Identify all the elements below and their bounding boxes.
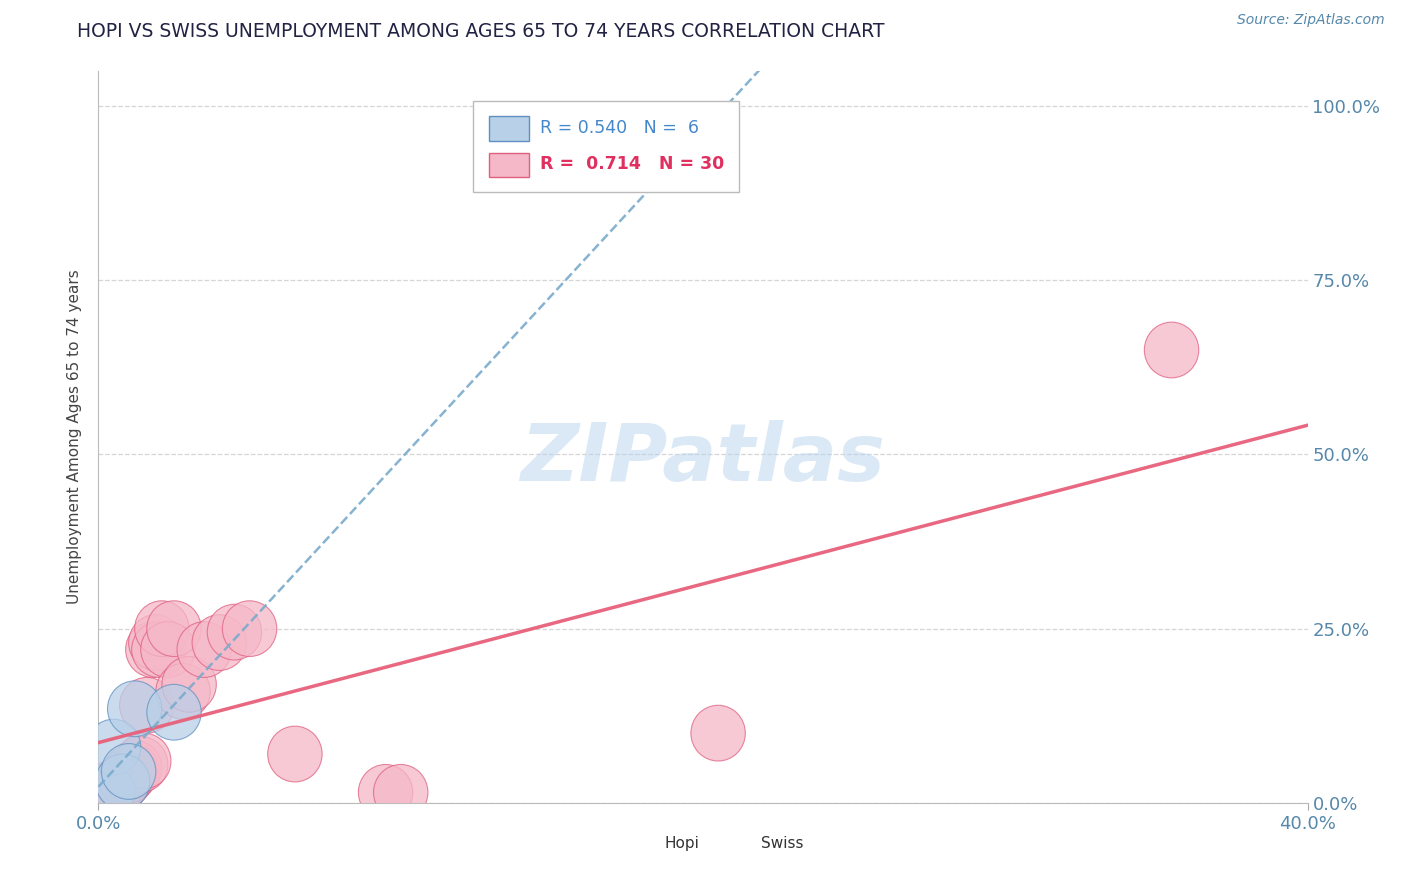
Ellipse shape — [146, 684, 201, 740]
Y-axis label: Unemployment Among Ages 65 to 74 years: Unemployment Among Ages 65 to 74 years — [67, 269, 83, 605]
Text: Swiss: Swiss — [761, 836, 804, 851]
Text: R =  0.714   N = 30: R = 0.714 N = 30 — [540, 155, 724, 173]
Bar — [727, 836, 754, 852]
Ellipse shape — [690, 706, 745, 761]
Ellipse shape — [207, 604, 262, 660]
Text: Hopi: Hopi — [664, 836, 699, 851]
Ellipse shape — [86, 764, 141, 821]
Ellipse shape — [96, 754, 150, 810]
Ellipse shape — [156, 664, 211, 719]
Text: R = 0.540   N =  6: R = 0.540 N = 6 — [540, 119, 699, 136]
Ellipse shape — [104, 744, 159, 799]
Ellipse shape — [132, 622, 186, 677]
Ellipse shape — [83, 761, 138, 817]
Ellipse shape — [125, 622, 180, 677]
Ellipse shape — [86, 719, 141, 775]
Ellipse shape — [359, 764, 413, 821]
Text: ZIPatlas: ZIPatlas — [520, 420, 886, 498]
Ellipse shape — [80, 764, 135, 821]
Text: HOPI VS SWISS UNEMPLOYMENT AMONG AGES 65 TO 74 YEARS CORRELATION CHART: HOPI VS SWISS UNEMPLOYMENT AMONG AGES 65… — [77, 22, 884, 41]
Ellipse shape — [222, 601, 277, 657]
Ellipse shape — [1144, 322, 1199, 378]
Ellipse shape — [267, 726, 322, 782]
Ellipse shape — [374, 764, 427, 821]
Ellipse shape — [193, 615, 246, 671]
Ellipse shape — [141, 622, 195, 677]
Ellipse shape — [96, 754, 150, 810]
Text: Source: ZipAtlas.com: Source: ZipAtlas.com — [1237, 13, 1385, 28]
Ellipse shape — [114, 737, 167, 792]
Ellipse shape — [129, 615, 183, 671]
Ellipse shape — [120, 677, 174, 733]
Ellipse shape — [101, 747, 156, 803]
Ellipse shape — [162, 657, 217, 712]
Ellipse shape — [135, 601, 190, 657]
Bar — [630, 836, 657, 852]
Bar — [489, 153, 529, 178]
Ellipse shape — [101, 744, 156, 799]
Ellipse shape — [93, 757, 146, 814]
Ellipse shape — [98, 750, 153, 806]
Ellipse shape — [177, 622, 232, 677]
FancyBboxPatch shape — [474, 101, 740, 192]
Ellipse shape — [77, 764, 132, 821]
Ellipse shape — [117, 733, 172, 789]
Ellipse shape — [107, 740, 162, 796]
Bar — [489, 116, 529, 141]
Ellipse shape — [107, 681, 162, 737]
Ellipse shape — [90, 761, 143, 817]
Ellipse shape — [146, 601, 201, 657]
